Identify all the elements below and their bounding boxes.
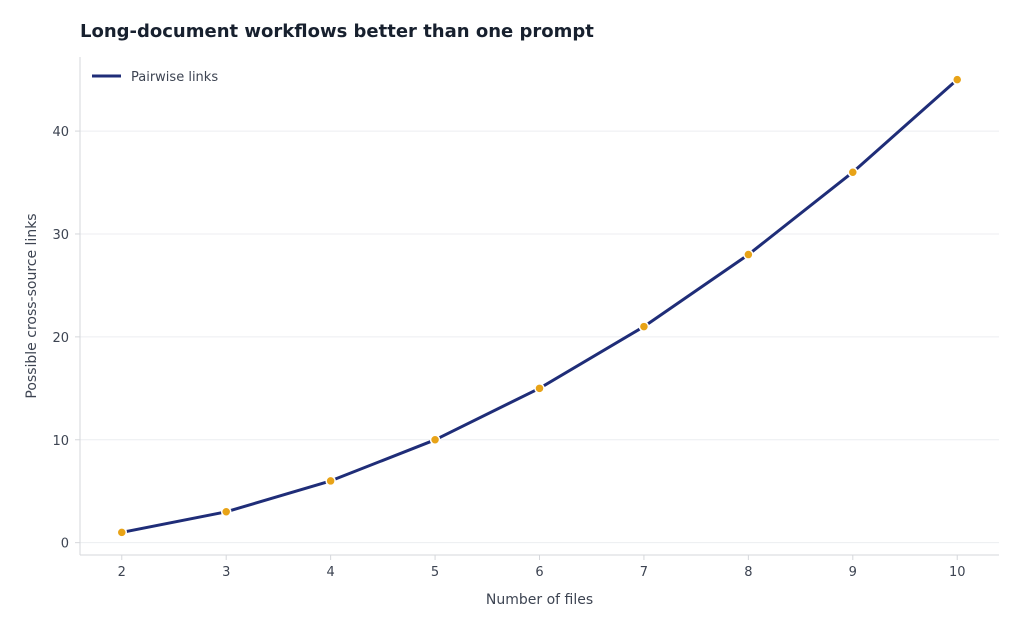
data-point	[847, 166, 859, 178]
data-point	[743, 249, 754, 260]
data-point	[638, 321, 650, 332]
y-tick-label: 20	[52, 331, 69, 346]
x-tick-label: 6	[535, 565, 543, 580]
data-point	[951, 74, 963, 85]
axes	[79, 57, 999, 556]
y-tick-label: 40	[52, 125, 69, 140]
y-axis-label: Possible cross-source links	[24, 213, 40, 398]
data-point	[325, 475, 336, 487]
x-tick-label: 4	[326, 565, 334, 580]
x-tick-label: 9	[849, 565, 857, 580]
data-point	[220, 506, 232, 518]
y-tick-label: 0	[61, 537, 69, 552]
x-tick-label: 10	[949, 565, 966, 580]
y-tick-label: 30	[52, 228, 69, 243]
x-ticks: 2 3 4 5 6 7 8 9 10	[118, 555, 966, 580]
gridlines	[80, 130, 999, 544]
series	[116, 74, 963, 538]
legend: Pairwise links	[92, 70, 218, 85]
x-tick-label: 3	[222, 565, 230, 580]
x-tick-label: 2	[118, 565, 126, 580]
y-tick-label: 10	[52, 434, 69, 449]
y-ticks: 0 10 20 30 40	[52, 125, 80, 552]
series-line	[120, 78, 959, 534]
chart-title: Long-document workflows better than one …	[80, 21, 594, 42]
data-point	[534, 383, 545, 394]
legend-label: Pairwise links	[131, 70, 218, 85]
x-tick-label: 8	[744, 565, 752, 580]
x-axis-label: Number of files	[486, 592, 593, 608]
data-point	[429, 434, 441, 446]
x-tick-label: 5	[431, 565, 439, 580]
x-tick-label: 7	[640, 565, 648, 580]
data-point	[116, 527, 128, 538]
